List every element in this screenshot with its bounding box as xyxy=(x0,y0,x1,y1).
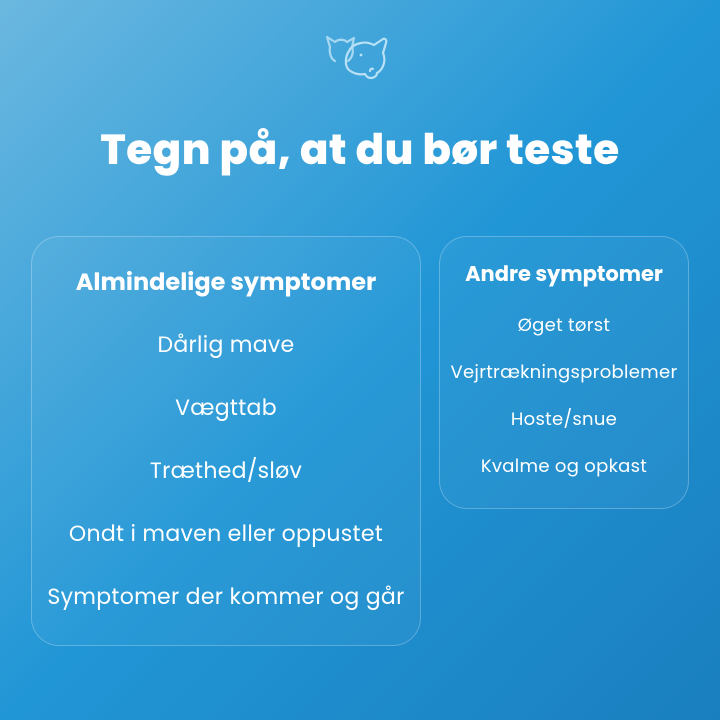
infographic-container: Tegn på, at du bør teste Almindelige sym… xyxy=(0,0,720,720)
list-item: Kvalme og opkast xyxy=(448,453,680,480)
list-item: Symptomer der kommer og går xyxy=(44,580,408,613)
other-symptom-list: Øget tørst Vejrtrækningsproblemer Hoste/… xyxy=(448,312,680,480)
list-item: Hoste/snue xyxy=(448,406,680,433)
common-symptom-list: Dårlig mave Vægttab Træthed/sløv Ondt i … xyxy=(44,328,408,613)
cat-dog-icon xyxy=(315,25,405,98)
card-title-common: Almindelige symptomer xyxy=(44,265,408,300)
list-item: Vejrtrækningsproblemer xyxy=(448,359,680,386)
list-item: Vægttab xyxy=(44,391,408,424)
list-item: Øget tørst xyxy=(448,312,680,339)
page-title: Tegn på, at du bør teste xyxy=(100,118,619,181)
cards-row: Almindelige symptomer Dårlig mave Vægtta… xyxy=(30,236,690,646)
list-item: Dårlig mave xyxy=(44,328,408,361)
list-item: Træthed/sløv xyxy=(44,454,408,487)
list-item: Ondt i maven eller oppustet xyxy=(44,517,408,550)
card-title-other: Andre symptomer xyxy=(448,259,680,290)
card-other-symptoms: Andre symptomer Øget tørst Vejrtræknings… xyxy=(439,236,689,509)
card-common-symptoms: Almindelige symptomer Dårlig mave Vægtta… xyxy=(31,236,421,646)
